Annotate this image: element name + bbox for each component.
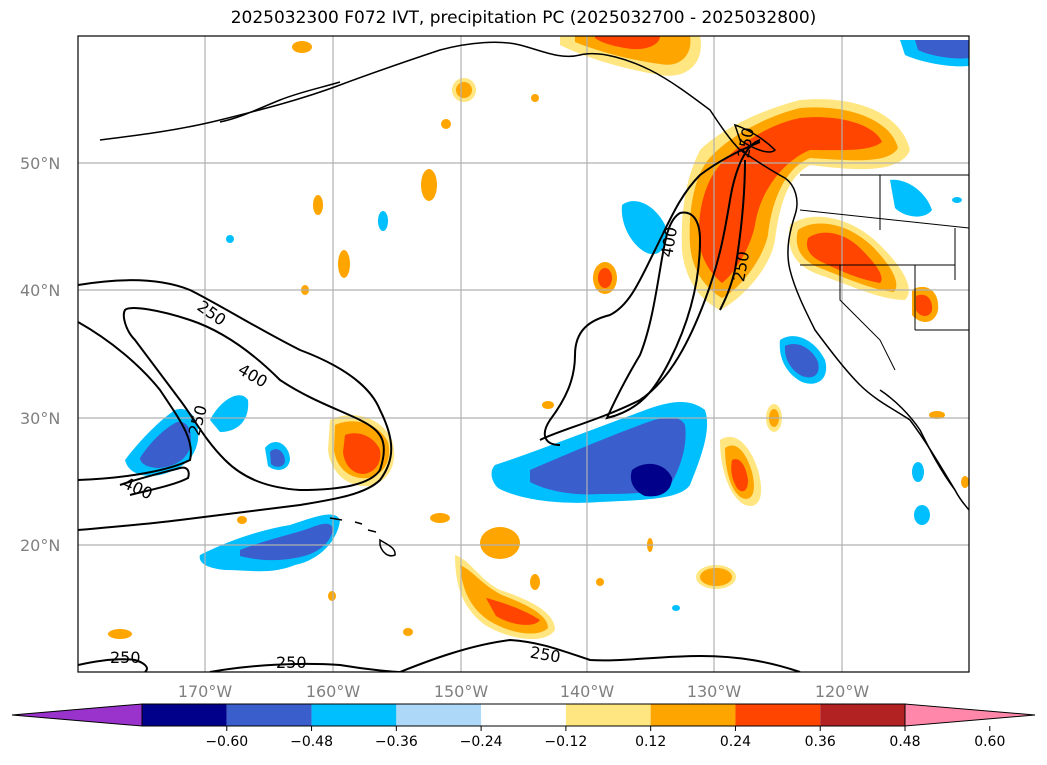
colorbar-tick-label: 0.60 — [974, 734, 1005, 750]
colorbar-tick-label: −0.60 — [205, 734, 248, 750]
map-layers: 250 400 250 400 250 400 250 250 250 250 — [78, 36, 969, 672]
precip-negative-blobs — [125, 40, 969, 611]
map-frame — [77, 35, 970, 673]
precip-positive-blobs — [108, 36, 969, 640]
colorbar-tick-label: 0.12 — [635, 734, 666, 750]
lon-tick-label: 160°W — [306, 682, 361, 701]
colorbar-segment — [481, 704, 566, 726]
colorbar-segment — [735, 704, 821, 726]
lon-tick-label: 130°W — [687, 682, 742, 701]
lat-tick-label: 40°N — [20, 281, 60, 300]
state-borders — [799, 174, 969, 371]
colorbar-tick-label: −0.24 — [460, 734, 503, 750]
colorbar-tick-label: −0.12 — [544, 734, 587, 750]
colorbar-segment — [311, 704, 397, 726]
colorbar-segment — [820, 704, 905, 726]
lat-tick-label: 20°N — [20, 536, 60, 555]
colorbar: −0.60 −0.48 −0.36 −0.24 −0.12 0.12 0.24 0.36 0.4… — [11, 703, 1036, 750]
colorbar-frame — [141, 703, 906, 727]
lon-tick-labels: 170°W 160°W 150°W 140°W 130°W 120°W — [178, 682, 870, 701]
colorbar-segment — [396, 704, 482, 726]
colorbar-tick-label: 0.24 — [720, 734, 751, 750]
contour-label: 250 — [110, 648, 141, 667]
colorbar-segment — [565, 704, 651, 726]
colorbar-segment — [11, 703, 143, 727]
lon-tick-label: 120°W — [815, 682, 870, 701]
colorbar-segment — [142, 704, 227, 726]
graticule — [78, 36, 969, 672]
colorbar-tick-label: −0.48 — [290, 734, 333, 750]
lon-tick-label: 140°W — [560, 682, 615, 701]
colorbar-segment — [226, 704, 312, 726]
lat-tick-labels: 20°N 30°N 40°N 50°N — [20, 154, 60, 555]
colorbar-tick-label: 0.36 — [805, 734, 836, 750]
lon-tick-label: 170°W — [178, 682, 233, 701]
ivt-contours — [78, 139, 801, 672]
coastlines — [99, 41, 969, 557]
colorbar-tick-label: −0.36 — [375, 734, 418, 750]
lat-tick-label: 30°N — [20, 409, 60, 428]
colorbar-segment — [650, 704, 736, 726]
colorbar-tick-label: 0.48 — [889, 734, 920, 750]
colorbar-segment — [904, 703, 1036, 727]
map-title: 2025032300 F072 IVT, precipitation PC (2… — [230, 8, 817, 28]
contour-label: 250 — [276, 653, 307, 672]
lon-tick-label: 150°W — [434, 682, 489, 701]
lat-tick-label: 50°N — [20, 154, 60, 173]
